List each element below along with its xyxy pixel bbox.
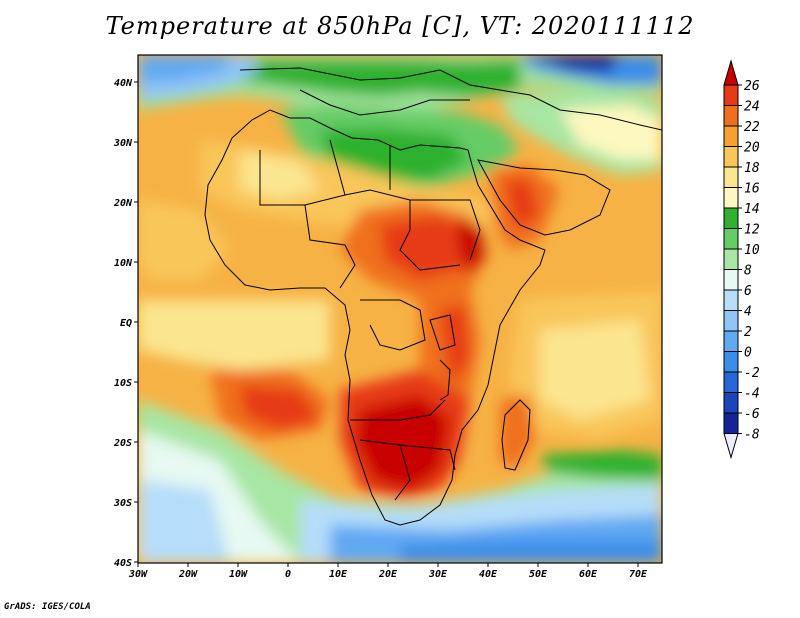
lon-tick-label: 10E	[329, 569, 348, 580]
lat-tick-label: 20N	[113, 198, 133, 209]
lat-tick-label: 30S	[113, 498, 132, 509]
lat-tick-label: 30N	[113, 138, 133, 149]
lon-tick-label: 20W	[178, 569, 198, 580]
colorbar-label: 24	[744, 100, 760, 115]
lon-tick-label: 40E	[479, 569, 498, 580]
colorbar-swatch	[723, 269, 739, 291]
colorbar-label: 12	[744, 223, 760, 238]
colorbar-swatch	[723, 228, 739, 250]
colorbar-label: -2	[744, 366, 760, 381]
coastlines	[204, 67, 662, 526]
colorbar-swatch	[723, 392, 739, 414]
colorbar-label: 8	[744, 264, 752, 279]
temperature-field	[138, 55, 662, 563]
lat-tick-label: 40N	[114, 78, 133, 89]
plot-frame	[137, 54, 663, 564]
lon-tick-label: 20E	[378, 569, 398, 580]
colorbar-label: 20	[744, 141, 760, 156]
grads-credit: GrADS: IGES/COLA	[4, 602, 91, 612]
lon-tick-label: 30W	[128, 569, 148, 580]
colorbar-label: 22	[744, 120, 760, 135]
lat-tick-label: 10N	[114, 258, 133, 269]
colorbar-label: 2	[744, 325, 752, 340]
colorbar-swatch	[723, 330, 739, 352]
colorbar-swatch	[723, 310, 739, 332]
colorbar-label: 10	[744, 243, 760, 258]
lon-tick-label: 10W	[229, 569, 248, 580]
colorbar-swatch	[723, 351, 739, 373]
colorbar-swatch	[723, 412, 739, 434]
lat-tick-label: 20S	[113, 438, 132, 449]
colorbar-swatch	[723, 248, 739, 270]
lon-tick-label: 60E	[579, 569, 598, 580]
longitude-axis: 30W 20W 10W 0 10E 20E 30E 40E 50E 60E 70E	[128, 563, 648, 580]
colorbar-label: 18	[744, 161, 760, 176]
colorbar-label: 26	[744, 79, 760, 94]
map-title: Temperature at 850hPa [C], VT: 202011111…	[105, 12, 695, 40]
colorbar-swatch	[723, 146, 739, 168]
colorbar-label: -6	[744, 407, 760, 422]
lon-tick-label: 70E	[629, 569, 648, 580]
lat-tick-label: 10S	[114, 378, 132, 389]
colorbar-swatch	[723, 207, 739, 229]
lat-tick-label: EQ	[120, 318, 132, 329]
colorbar-label: 14	[744, 202, 760, 217]
colorbar-bottom-arrow	[723, 433, 739, 460]
colorbar-label: 0	[744, 346, 752, 361]
colorbar-label: 6	[744, 284, 752, 299]
colorbar-label: -8	[744, 428, 760, 443]
latitude-axis: 40N 30N 20N 10N EQ 10S 20S 30S 40S	[113, 78, 138, 569]
lon-tick-label: 50E	[529, 569, 548, 580]
lat-tick-label: 40S	[114, 558, 132, 569]
colorbar-swatch	[723, 166, 739, 188]
colorbar-label: 4	[744, 305, 752, 320]
lon-tick-label: 0	[285, 569, 291, 580]
colorbar-label: -4	[744, 387, 760, 402]
colorbar-top-arrow	[723, 59, 739, 86]
colorbar-swatch	[723, 187, 739, 209]
colorbar-label: 16	[744, 182, 760, 197]
colorbar-swatch	[723, 125, 739, 147]
colorbar-swatch	[723, 289, 739, 311]
lon-tick-label: 30E	[428, 569, 448, 580]
colorbar-swatch	[723, 371, 739, 393]
colorbar-swatch	[723, 105, 739, 127]
colorbar-swatch	[723, 84, 739, 106]
